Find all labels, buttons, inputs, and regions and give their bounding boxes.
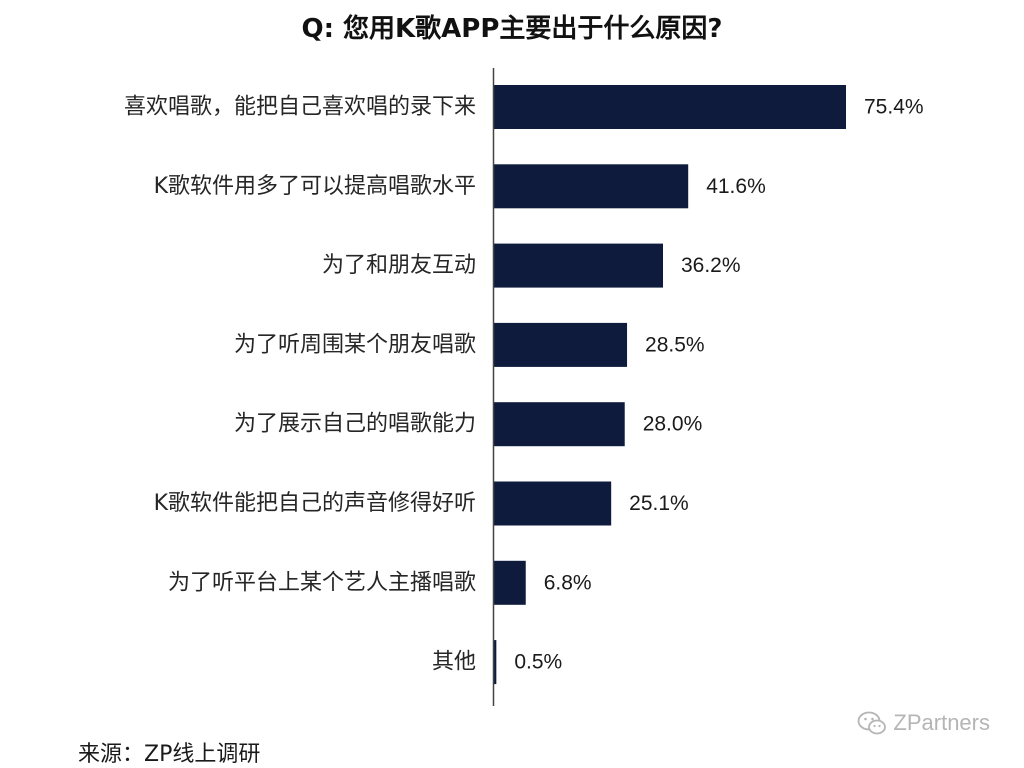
bar-3 [494,243,663,288]
chart-title: Q: 您用K歌APP主要出于什么原因? [301,14,723,44]
category-label-6: K歌软件能把自己的声音修得好听 [154,491,476,516]
bar-8 [494,640,497,685]
value-label-8: 0.5% [514,651,562,674]
category-label-8: 其他 [432,650,476,675]
bar-1 [494,85,846,129]
bars-layer [494,85,846,685]
labels-layer: 喜欢唱歌，能把自己喜欢唱的录下来 75.4% K歌软件用多了可以提高唱歌水平 41.6… [124,95,924,675]
value-label-6: 25.1% [629,492,689,515]
bar-4 [494,322,628,367]
category-label-2: K歌软件用多了可以提高唱歌水平 [154,174,476,199]
bar-5 [494,402,625,447]
category-label-1: 喜欢唱歌，能把自己喜欢唱的录下来 [124,95,476,120]
bar-7 [494,560,526,605]
source-note: 来源：ZP线上调研 [78,742,261,767]
bar-2 [494,164,689,209]
category-label-4: 为了听周围某个朋友唱歌 [234,332,476,357]
value-label-1: 75.4% [864,96,924,119]
category-label-3: 为了和朋友互动 [322,253,476,278]
category-label-5: 为了展示自己的唱歌能力 [234,412,476,437]
watermark: ZPartners [857,710,990,736]
value-label-3: 36.2% [681,254,741,277]
value-label-7: 6.8% [544,571,592,594]
value-label-4: 28.5% [645,333,705,356]
category-label-7: 为了听平台上某个艺人主播唱歌 [168,570,476,595]
value-label-2: 41.6% [706,175,766,198]
wechat-icon [858,711,887,735]
bar-6 [494,481,612,526]
watermark-text: ZPartners [893,710,990,735]
value-label-5: 28.0% [643,413,703,436]
